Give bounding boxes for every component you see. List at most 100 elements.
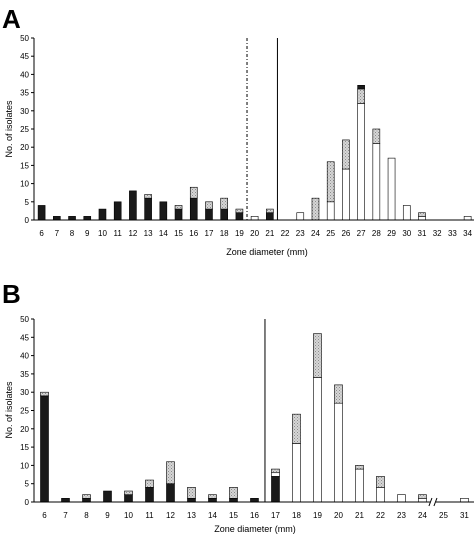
bar-segment xyxy=(220,197,228,210)
x-tick-label: 15 xyxy=(174,229,183,238)
reference-lines-a xyxy=(246,38,278,220)
bar-segment xyxy=(376,487,385,503)
x-tick-label: 9 xyxy=(105,511,110,520)
x-tick-label: 25 xyxy=(326,229,335,238)
bar-segment xyxy=(208,494,217,499)
bar-segment xyxy=(397,494,406,503)
bar-segment xyxy=(144,194,152,199)
bar-segment xyxy=(357,103,365,221)
chart-panel-b: B No. of isolates Zone diameter (mm) 0 5 1… xyxy=(2,279,474,534)
x-tick-label: 21 xyxy=(355,511,364,520)
y-tick-label: 10 xyxy=(20,180,29,189)
bars-b xyxy=(40,333,469,503)
bar-segment xyxy=(313,377,322,503)
x-tick-label: 10 xyxy=(98,229,107,238)
bar-segment xyxy=(376,476,385,488)
bar-segment xyxy=(220,208,228,221)
bar-segment xyxy=(357,85,365,90)
bar-segment xyxy=(271,476,280,503)
bar-segment xyxy=(460,498,469,503)
panel-label-b: B xyxy=(2,279,21,309)
x-tick-label: 24 xyxy=(418,511,427,520)
axis-break-mark xyxy=(428,497,433,507)
y-tick-label: 10 xyxy=(20,461,29,470)
x-axis-label-a: Zone diameter (mm) xyxy=(226,247,308,257)
x-tick-label: 12 xyxy=(128,229,137,238)
x-tick-label: 11 xyxy=(114,229,123,238)
y-tick-label: 0 xyxy=(25,498,30,507)
y-tick-label: 40 xyxy=(20,352,29,361)
bar-segment xyxy=(174,208,183,221)
y-tick-label: 50 xyxy=(20,315,29,324)
bar-segment xyxy=(355,465,364,470)
x-tick-label: 6 xyxy=(39,229,44,238)
x-ticks-b: 6 7 8 9 10 11 12 13 14 15 16 17 18 19 20 21 22 23 24 25 31 xyxy=(42,511,469,520)
bar-segment xyxy=(418,216,426,221)
x-tick-label: 22 xyxy=(376,511,385,520)
y-tick-label: 40 xyxy=(20,70,29,79)
x-tick-label: 26 xyxy=(341,229,350,238)
x-tick-label: 19 xyxy=(313,511,322,520)
x-tick-label: 20 xyxy=(250,229,259,238)
x-tick-label: 6 xyxy=(42,511,47,520)
bar-segment xyxy=(418,212,426,217)
x-tick-label: 21 xyxy=(265,229,274,238)
x-tick-label: 10 xyxy=(124,511,133,520)
bar-segment xyxy=(145,487,154,503)
bar-segment xyxy=(292,413,301,444)
y-tick-label: 25 xyxy=(20,125,29,134)
x-tick-label: 16 xyxy=(189,229,198,238)
x-tick-label: 25 xyxy=(439,511,448,520)
bar-segment xyxy=(159,201,168,221)
bar-segment xyxy=(129,190,137,221)
bar-segment xyxy=(189,197,198,221)
y-axis-label-a: No. of isolates xyxy=(4,100,14,158)
y-tick-label: 15 xyxy=(20,161,29,170)
bar-segment xyxy=(166,483,175,503)
bar-segment xyxy=(229,487,238,499)
y-tick-label: 25 xyxy=(20,407,29,416)
chart-panel-a: A No. of isolates Zone diameter (mm) 0 5 1… xyxy=(2,4,474,257)
x-tick-label: 7 xyxy=(55,229,60,238)
y-tick-label: 15 xyxy=(20,443,29,452)
bar-segment xyxy=(334,402,343,503)
y-ticks-b: 0 5 10 15 20 25 30 35 40 45 50 xyxy=(20,315,34,507)
bar-segment xyxy=(61,498,70,503)
bar-segment xyxy=(418,498,427,503)
bar-segment xyxy=(229,498,238,503)
x-tick-label: 14 xyxy=(208,511,217,520)
x-tick-label: 19 xyxy=(235,229,244,238)
x-tick-label: 13 xyxy=(187,511,196,520)
bar-segment xyxy=(326,201,335,221)
x-tick-label: 14 xyxy=(159,229,168,238)
bar-segment xyxy=(189,186,198,199)
bar-segment xyxy=(166,461,175,484)
bar-segment xyxy=(103,490,112,503)
panel-label-a: A xyxy=(2,4,21,34)
y-tick-label: 35 xyxy=(20,370,29,379)
bar-segment xyxy=(357,88,365,104)
bar-segment xyxy=(124,490,133,495)
bar-segment xyxy=(124,494,133,503)
bar-segment xyxy=(144,197,152,221)
x-tick-label: 23 xyxy=(397,511,406,520)
bar-segment xyxy=(271,468,280,474)
x-tick-label: 17 xyxy=(205,229,214,238)
bar-segment xyxy=(53,216,61,221)
bar-segment xyxy=(37,205,46,221)
bar-segment xyxy=(271,472,280,477)
y-tick-label: 45 xyxy=(20,333,29,342)
x-tick-label: 33 xyxy=(448,229,457,238)
bar-segment xyxy=(187,487,196,499)
y-tick-label: 45 xyxy=(20,52,29,61)
bars-a xyxy=(37,85,472,221)
bar-segment xyxy=(235,208,244,214)
bar-segment xyxy=(387,157,396,221)
x-tick-label: 32 xyxy=(433,229,442,238)
y-tick-label: 50 xyxy=(20,34,29,43)
bar-segment xyxy=(296,212,305,221)
y-tick-label: 5 xyxy=(25,198,30,207)
x-tick-label: 20 xyxy=(334,511,343,520)
bar-segment xyxy=(205,208,213,221)
bar-segment xyxy=(266,212,274,221)
